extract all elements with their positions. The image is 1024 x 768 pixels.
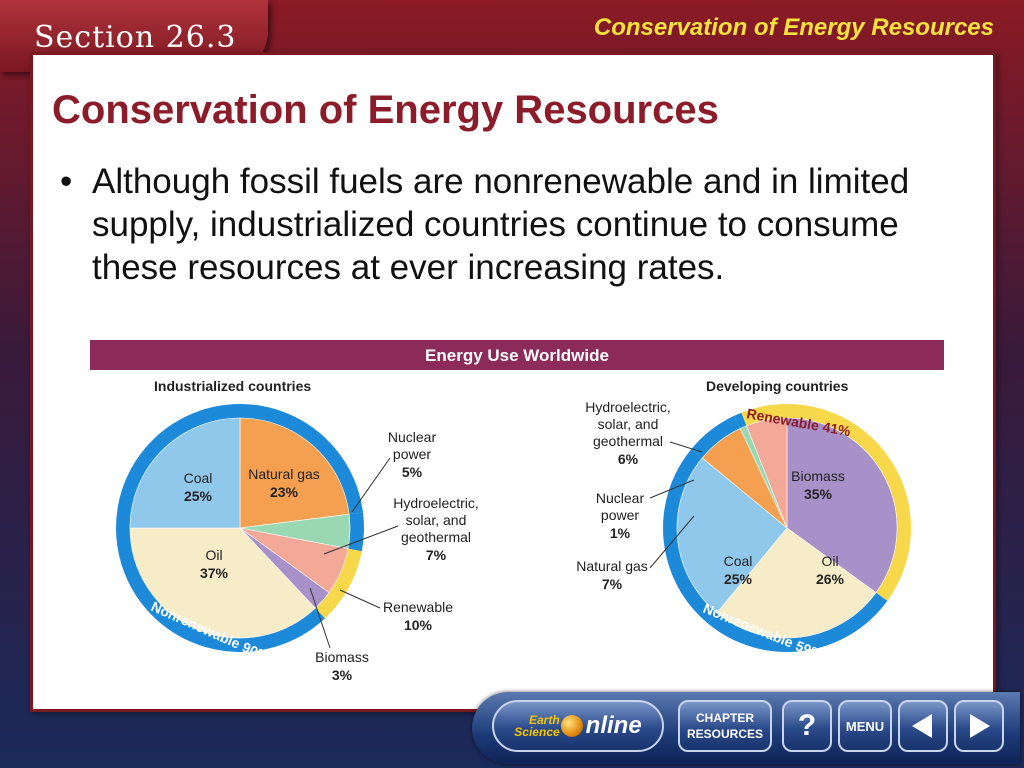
dev-nuc-pct: 1% xyxy=(610,525,631,541)
developing-pie xyxy=(663,404,911,652)
arrow-right-icon xyxy=(970,714,990,738)
ind-ren-label: Renewable xyxy=(383,599,453,615)
slide-title: Conservation of Energy Resources xyxy=(52,88,719,132)
ind-bio-label: Biomass xyxy=(315,649,369,665)
next-button[interactable] xyxy=(954,700,1004,752)
online-word: nline xyxy=(585,712,642,739)
ind-hyd-label-2: solar, and xyxy=(406,512,467,528)
earth-science-online-button[interactable]: Earth Science nline xyxy=(492,700,664,752)
science-word: Science xyxy=(514,725,560,739)
ind-bio-pct: 3% xyxy=(332,667,353,683)
dev-nuc-leader xyxy=(649,479,695,499)
ind-oil-label: Oil xyxy=(205,547,222,563)
dev-hyd-label-1: Hydroelectric, xyxy=(585,399,671,415)
ind-nuc-label-2: power xyxy=(393,446,431,462)
ind-ring-segment-3 xyxy=(315,592,341,619)
dev-hyd-label-3: geothermal xyxy=(593,433,663,449)
nav-bar: Earth Science nline CHAPTER RESOURCES ? … xyxy=(472,692,1020,764)
globe-icon xyxy=(560,715,583,737)
dev-nuc-label-1: Nuclear xyxy=(596,490,645,506)
menu-label: MENU xyxy=(845,718,885,734)
ind-gas-label: Natural gas xyxy=(248,466,320,482)
previous-button[interactable] xyxy=(898,700,948,752)
dev-ring-segment-3 xyxy=(691,415,741,458)
dev-ren-pct: 41% xyxy=(821,419,852,440)
ind-ring-segment-0 xyxy=(240,404,364,515)
ind-pie-title: Industrialized countries xyxy=(154,378,311,394)
ind-slice-coal xyxy=(129,417,241,529)
dev-hyd-leader xyxy=(669,441,703,453)
bullet-text: Although fossil fuels are nonrenewable a… xyxy=(92,162,910,287)
ind-ren-leader xyxy=(339,589,381,609)
dev-nuc-label-2: power xyxy=(601,507,639,523)
dev-gas-leader xyxy=(649,515,695,569)
dev-slice-oil xyxy=(716,527,877,639)
ind-slice-oil xyxy=(129,527,316,639)
chart-banner xyxy=(90,340,944,370)
ind-coal-pct: 25% xyxy=(184,488,213,504)
ind-hyd-pct: 7% xyxy=(426,547,447,563)
ind-oil-pct: 37% xyxy=(200,565,229,581)
dev-ring-segment-1 xyxy=(707,592,888,652)
dev-oil-label: Oil xyxy=(821,553,838,569)
dev-ring-segment-5 xyxy=(741,404,787,426)
dev-gas-pct: 7% xyxy=(602,576,623,592)
dev-slice-biomass xyxy=(786,417,898,594)
bullet-item: • Although fossil fuels are nonrenewable… xyxy=(60,160,990,289)
dev-ring-segment-2 xyxy=(663,448,717,624)
ind-coal-label: Coal xyxy=(184,470,213,486)
ind-ring-segment-4 xyxy=(116,528,325,652)
ind-nuc-leader xyxy=(351,457,391,513)
dev-hyd-pct: 6% xyxy=(618,451,639,467)
ind-bio-leader xyxy=(309,587,331,649)
chapter-resources-button[interactable]: CHAPTER RESOURCES xyxy=(678,700,772,752)
dev-slice-coal xyxy=(676,457,788,614)
earth-word: Earth xyxy=(528,713,560,727)
ind-hyd-label-3: geothermal xyxy=(401,529,471,545)
dev-oil-pct: 26% xyxy=(816,571,845,587)
ind-ren-pct: 10% xyxy=(404,617,433,633)
menu-button[interactable]: MENU xyxy=(838,700,892,752)
dev-bio-label: Biomass xyxy=(791,468,845,484)
dev-coal-pct: 25% xyxy=(724,571,753,587)
dev-gas-label: Natural gas xyxy=(576,558,648,574)
ind-nuc-label-1: Nuclear xyxy=(388,429,437,445)
help-button[interactable]: ? xyxy=(782,700,832,752)
ind-hyd-label-1: Hydroelectric, xyxy=(393,495,479,511)
dev-bio-pct: 35% xyxy=(804,486,833,502)
dev-slice-hydroelectric-solar-and-geothermal xyxy=(746,417,788,529)
bullet-dot: • xyxy=(60,162,73,201)
resources-word: RESOURCES xyxy=(686,727,763,741)
ind-gas-pct: 23% xyxy=(270,484,299,500)
chapter-word: CHAPTER xyxy=(695,711,754,725)
question-mark-icon: ? xyxy=(797,709,817,742)
ind-ring-segment-1 xyxy=(348,512,364,552)
energy-chart: Energy Use Worldwide Industrialized coun… xyxy=(90,340,944,683)
dev-ring-segment-0 xyxy=(787,404,911,601)
chart-title: Energy Use Worldwide xyxy=(425,346,609,365)
ind-nuc-pct: 5% xyxy=(402,464,423,480)
arrow-left-icon xyxy=(912,714,932,738)
dev-coal-label: Coal xyxy=(724,553,753,569)
ind-hyd-leader xyxy=(323,525,399,555)
dev-ring-segment-4 xyxy=(734,412,747,429)
header-title: Conservation of Energy Resources xyxy=(593,14,994,41)
industrialized-pie xyxy=(116,404,364,652)
dev-hyd-label-2: solar, and xyxy=(598,416,659,432)
ind-ring-segment-2 xyxy=(328,548,362,601)
dev-pie-title: Developing countries xyxy=(706,378,849,394)
section-label: Section 26.3 xyxy=(34,20,237,55)
ind-slice-natural-gas xyxy=(239,417,350,529)
earth-science-mark: Earth Science xyxy=(514,714,559,738)
ind-ring-segment-5 xyxy=(116,404,240,528)
